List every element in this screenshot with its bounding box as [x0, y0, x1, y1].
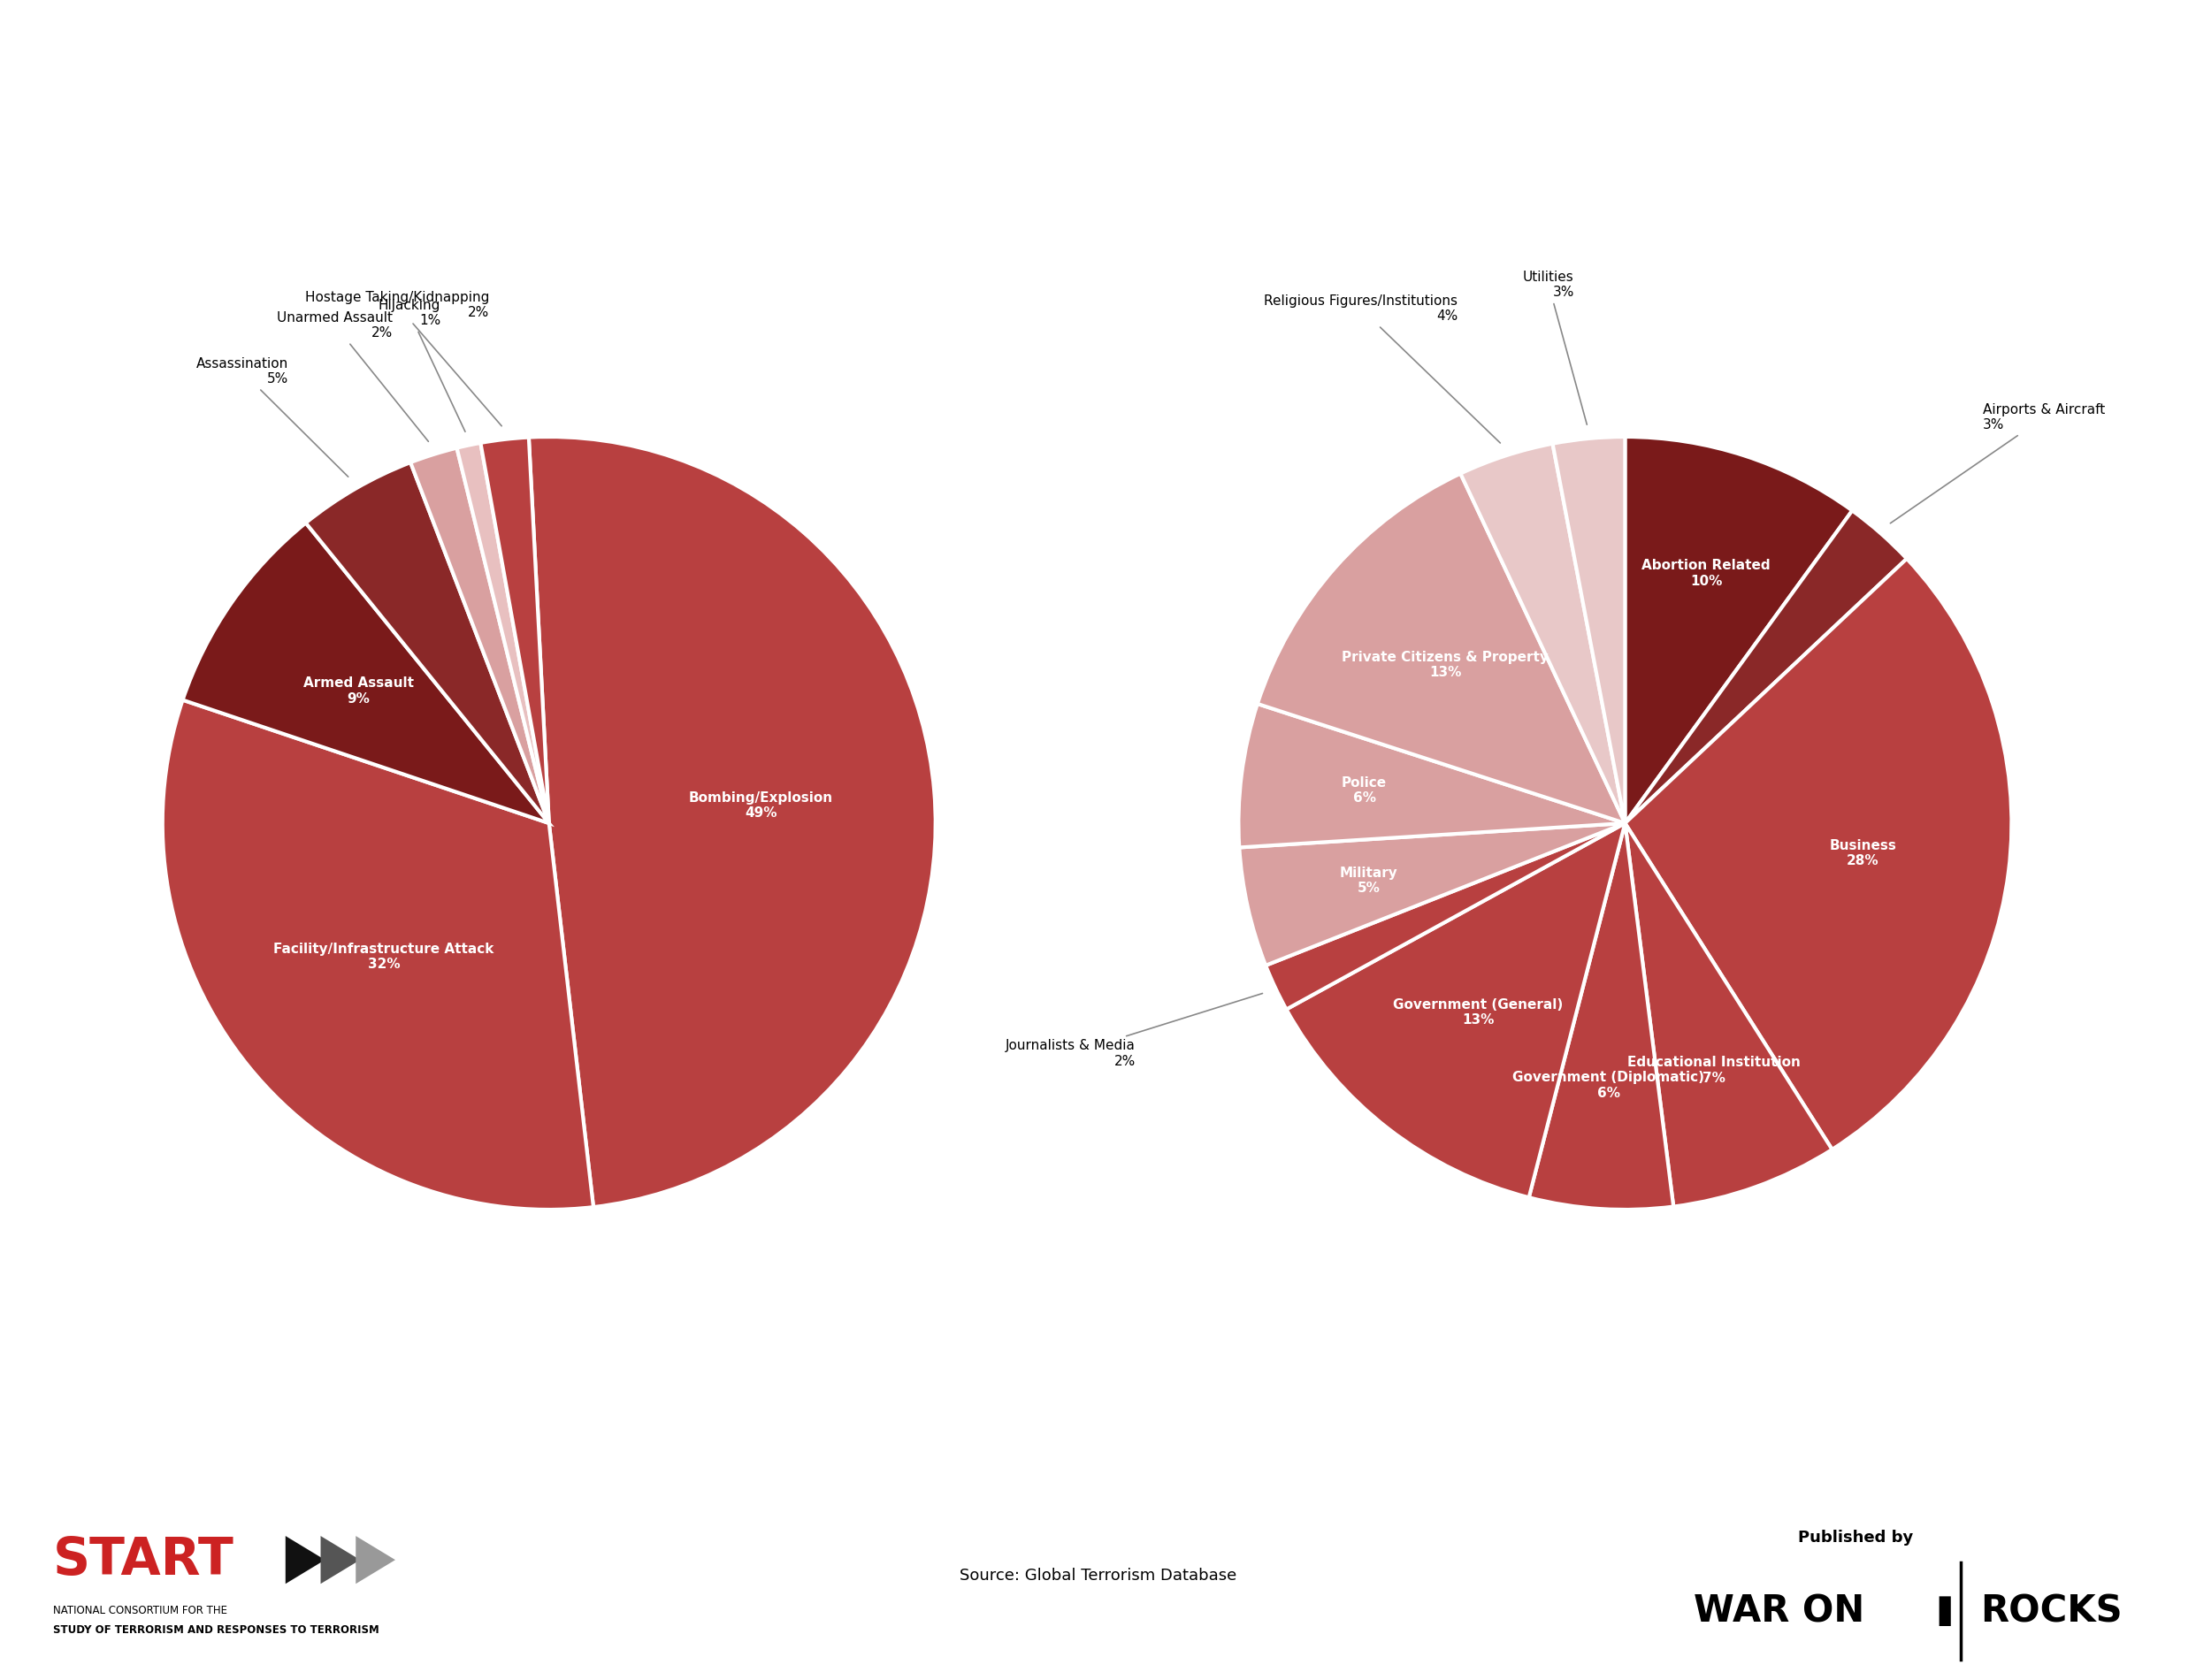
Text: Facility/Infrastructure Attack
32%: Facility/Infrastructure Attack 32%	[274, 942, 494, 971]
Text: Hostage Taking/Kidnapping
2%: Hostage Taking/Kidnapping 2%	[305, 291, 501, 427]
Polygon shape	[285, 1536, 325, 1584]
Wedge shape	[457, 444, 549, 823]
Wedge shape	[1460, 444, 1625, 823]
Wedge shape	[1625, 823, 1831, 1206]
Text: ▌: ▌	[1939, 1596, 1961, 1626]
Wedge shape	[481, 437, 549, 823]
Text: Assassination
5%: Assassination 5%	[195, 358, 349, 477]
Wedge shape	[1528, 823, 1673, 1210]
Wedge shape	[163, 701, 593, 1210]
Text: Source: Global Terrorism Database: Source: Global Terrorism Database	[960, 1567, 1236, 1584]
Text: NATIONAL CONSORTIUM FOR THE: NATIONAL CONSORTIUM FOR THE	[53, 1604, 226, 1616]
Text: Hijacking
1%: Hijacking 1%	[378, 299, 466, 432]
Text: Government (Diplomatic)
6%: Government (Diplomatic) 6%	[1513, 1072, 1704, 1100]
Wedge shape	[1265, 823, 1625, 1010]
Polygon shape	[356, 1536, 395, 1584]
Text: Airports & Aircraft
3%: Airports & Aircraft 3%	[1891, 403, 2106, 522]
Text: Business
28%: Business 28%	[1829, 838, 1897, 867]
Wedge shape	[182, 522, 549, 823]
Text: STUDY OF TERRORISM AND RESPONSES TO TERRORISM: STUDY OF TERRORISM AND RESPONSES TO TERR…	[53, 1625, 380, 1636]
Wedge shape	[1258, 474, 1625, 823]
Wedge shape	[1287, 823, 1625, 1198]
Polygon shape	[321, 1536, 360, 1584]
Text: Government (General)
13%: Government (General) 13%	[1392, 998, 1564, 1026]
Text: Journalists & Media
2%: Journalists & Media 2%	[1006, 993, 1263, 1068]
Text: Unarmed Assault
2%: Unarmed Assault 2%	[277, 311, 428, 442]
Wedge shape	[1625, 437, 1851, 823]
Text: Published by: Published by	[1799, 1529, 1913, 1546]
Text: Armed Assault
9%: Armed Assault 9%	[303, 677, 413, 706]
Text: ROCKS: ROCKS	[1981, 1593, 2121, 1630]
Text: Private Citizens & Property
13%: Private Citizens & Property 13%	[1342, 650, 1548, 679]
Text: Military
5%: Military 5%	[1340, 867, 1397, 895]
Text: WAR ON: WAR ON	[1693, 1593, 1864, 1630]
Text: Abortion Related
10%: Abortion Related 10%	[1643, 559, 1770, 588]
Text: Educational Institution
7%: Educational Institution 7%	[1627, 1057, 1801, 1085]
Text: Police
6%: Police 6%	[1342, 776, 1388, 805]
Text: Bombing/Explosion
49%: Bombing/Explosion 49%	[690, 791, 832, 820]
Wedge shape	[1239, 823, 1625, 966]
Text: Utilities
3%: Utilities 3%	[1524, 270, 1588, 425]
Text: Religious Figures/Institutions
4%: Religious Figures/Institutions 4%	[1265, 294, 1500, 444]
Wedge shape	[1239, 704, 1625, 847]
Wedge shape	[1625, 511, 1906, 823]
Wedge shape	[1625, 559, 2012, 1149]
Wedge shape	[1553, 437, 1625, 823]
Wedge shape	[411, 449, 549, 823]
Wedge shape	[305, 462, 549, 823]
Text: START: START	[53, 1536, 235, 1586]
Wedge shape	[529, 437, 935, 1206]
